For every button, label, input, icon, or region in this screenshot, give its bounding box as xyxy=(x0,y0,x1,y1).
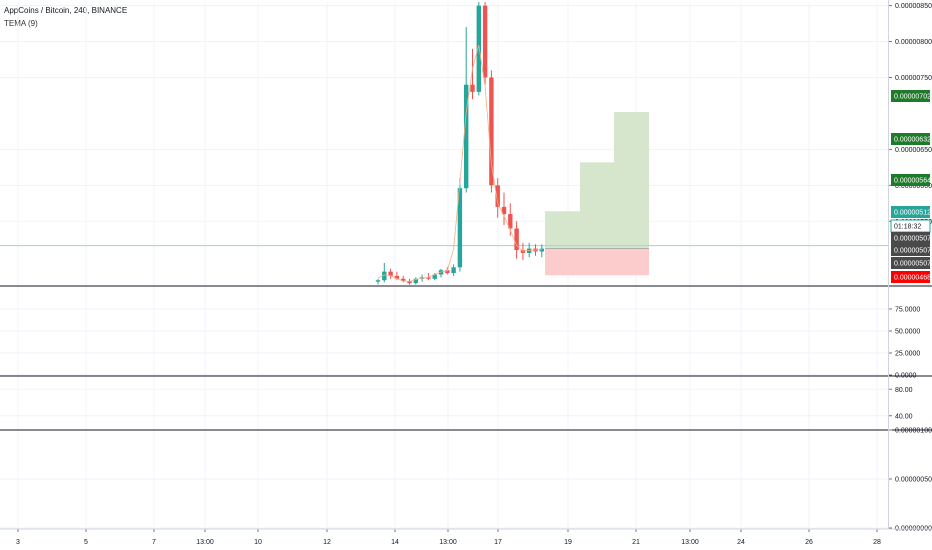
candle-body xyxy=(451,267,456,274)
price-tick-label: 25.0000 xyxy=(895,351,920,358)
price-tick-label: 0.00000650 xyxy=(895,147,932,154)
candle-body xyxy=(407,280,412,284)
price-tag-label: 0.00000512 xyxy=(894,210,931,217)
price-tag-label: 0.00000564 xyxy=(894,178,931,185)
price-tick-label: 0.00000050 xyxy=(895,477,932,484)
candle-body xyxy=(413,278,418,284)
candle-body xyxy=(482,5,488,78)
price-tag: 0.00000507 xyxy=(891,257,931,269)
candle-body xyxy=(382,271,387,281)
time-tick-label: 17 xyxy=(494,539,502,546)
candle-body xyxy=(464,84,469,189)
candle-body xyxy=(489,77,494,186)
candle-body xyxy=(457,188,463,268)
candle-body xyxy=(514,228,519,251)
candle-body xyxy=(508,214,513,229)
time-tick-label: 13:00 xyxy=(196,539,214,546)
candle-body xyxy=(426,277,431,279)
time-tick-label: 7 xyxy=(152,539,156,546)
price-tag-label: 0.00000507 xyxy=(894,236,931,243)
price-tag-box xyxy=(891,174,930,186)
price-tag: 0.00000632 xyxy=(891,133,931,145)
stop-loss-zone xyxy=(545,248,649,276)
price-tag: 0.00000702 xyxy=(891,90,931,102)
candle-body xyxy=(445,270,450,274)
price-tag: 0.00000564 xyxy=(891,174,931,186)
price-tag-label: 0.00000468 xyxy=(894,275,931,282)
candle-body xyxy=(501,206,507,215)
price-tick-label: 80.00 xyxy=(895,387,913,394)
price-tag: 0.00000468 xyxy=(891,271,931,283)
price-tag-label: 0.00000507 xyxy=(894,261,931,268)
price-tag: 0.00000512 xyxy=(891,206,931,218)
time-tick-label: 13:00 xyxy=(439,539,457,546)
price-tag-box xyxy=(891,244,930,256)
candle-body xyxy=(495,185,500,207)
time-tick-label: 28 xyxy=(873,539,881,546)
candle-body xyxy=(539,248,544,252)
price-tag: 0.00000507 xyxy=(891,244,931,256)
price-tag-box xyxy=(891,90,930,102)
candle-body xyxy=(476,5,481,92)
price-tag-box xyxy=(891,271,930,283)
price-tag-label: 0.00000632 xyxy=(894,137,931,144)
time-tick-label: 24 xyxy=(737,539,745,546)
time-tick-label: 26 xyxy=(805,539,813,546)
price-tag-label: 0.00000702 xyxy=(894,94,931,101)
time-tick-label: 21 xyxy=(632,539,640,546)
price-tick-label: 50.0000 xyxy=(895,329,920,336)
chart-grid xyxy=(0,2,888,529)
price-tick-label: 0.00000850 xyxy=(895,3,932,10)
price-tag-label: 0.00000507 xyxy=(894,248,931,255)
price-tick-label: 0.00000800 xyxy=(895,39,932,46)
price-tick-label: 40.00 xyxy=(895,413,913,420)
price-tags: 0.00000702 0.00000632 0.00000564 0.00000512… xyxy=(890,90,931,283)
time-tick-label: 12 xyxy=(323,539,331,546)
price-tag-box xyxy=(891,232,930,244)
candle-body xyxy=(388,271,393,276)
price-tick-label: 0.00000750 xyxy=(895,75,932,82)
price-tag-box xyxy=(891,206,930,218)
time-tick-label: 13:00 xyxy=(681,539,699,546)
price-tick-label: 0.00000600 xyxy=(895,183,932,190)
time-tick-label: 19 xyxy=(564,539,572,546)
tema-line xyxy=(377,45,542,282)
take-profit-zone xyxy=(545,211,580,249)
take-profit-zone xyxy=(614,112,649,249)
price-tag-label: 01:18:32 xyxy=(894,224,921,231)
time-axis[interactable]: 3 5 7 13:00 10 12 14 13:00 17 19 21 13:00 24 26 28 xyxy=(0,528,932,546)
indicator-legend-tema[interactable]: TEMA (9) xyxy=(4,19,38,28)
price-tick-label: 75.0000 xyxy=(895,307,920,314)
candle-body xyxy=(394,275,400,279)
candle-body xyxy=(375,280,381,282)
pane-separators[interactable] xyxy=(0,285,932,431)
price-tick-label: 0.0000 xyxy=(895,373,917,380)
price-tag: 01:18:32 xyxy=(890,219,931,233)
candlestick-series xyxy=(375,2,544,285)
take-profit-zone xyxy=(580,162,614,249)
chart-symbol-legend[interactable]: AppCoins / Bitcoin, 240, BINANCE xyxy=(4,6,128,15)
price-tick-label: 0.00000100 xyxy=(895,428,932,435)
time-tick-label: 3 xyxy=(16,539,20,546)
time-tick-label: 5 xyxy=(84,539,88,546)
time-tick-label: 10 xyxy=(254,539,262,546)
candle-body xyxy=(432,274,437,279)
candle-body xyxy=(470,84,475,92)
time-tick-label: 14 xyxy=(391,539,399,546)
position-tool[interactable] xyxy=(0,112,888,276)
price-tag: 0.00000507 xyxy=(891,232,931,244)
tema-path xyxy=(377,45,542,282)
candle-body xyxy=(401,278,406,281)
price-tag-box xyxy=(891,133,930,145)
price-tag-box xyxy=(891,257,930,269)
